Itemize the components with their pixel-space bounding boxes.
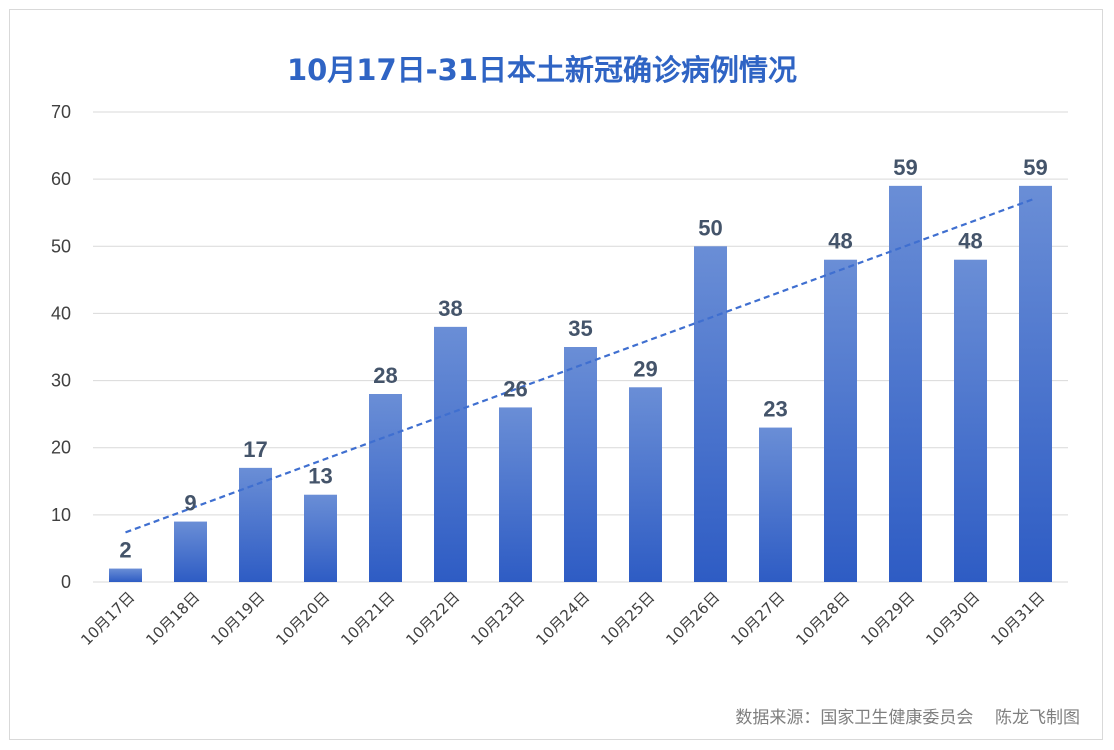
data-label: 48: [828, 229, 852, 254]
data-label: 48: [958, 229, 982, 254]
trendline: [125, 197, 1036, 534]
x-tick-label: 10月25日: [597, 588, 658, 649]
data-label: 2: [119, 538, 131, 563]
x-tick-label: 10月26日: [662, 588, 723, 649]
x-tick-label: 10月31日: [987, 588, 1048, 649]
bar: [564, 347, 597, 582]
bar: [369, 394, 402, 582]
x-tick-label: 10月28日: [792, 588, 853, 649]
x-tick-label: 10月18日: [142, 588, 203, 649]
data-label: 13: [308, 464, 332, 489]
source-note: 数据来源：国家卫生健康委员会 陈龙飞制图: [735, 708, 1080, 728]
bar: [109, 568, 142, 582]
bar: [629, 387, 662, 582]
x-tick-label: 10月23日: [467, 588, 528, 649]
x-tick-label: 10月29日: [857, 588, 918, 649]
y-tick-label: 20: [51, 438, 71, 458]
x-tick-label: 10月20日: [272, 588, 333, 649]
x-tick-label: 10月24日: [532, 588, 593, 649]
data-label: 59: [893, 155, 917, 180]
y-tick-label: 40: [51, 303, 71, 323]
bar: [889, 185, 922, 582]
y-tick-label: 60: [51, 169, 71, 189]
bar: [694, 246, 727, 583]
data-label: 29: [633, 356, 657, 381]
data-label: 50: [698, 215, 722, 240]
bar: [759, 427, 792, 582]
data-label: 17: [243, 437, 267, 462]
bar: [304, 494, 337, 582]
x-tick-label: 10月19日: [207, 588, 268, 649]
bar: [174, 521, 207, 582]
x-tick-label: 10月21日: [337, 588, 398, 649]
x-tick-label: 10月27日: [727, 588, 788, 649]
bar: [1019, 185, 1052, 582]
data-label: 35: [568, 316, 592, 341]
data-label: 26: [503, 376, 527, 401]
y-tick-label: 30: [51, 371, 71, 391]
trendline-layer: [125, 197, 1036, 534]
x-tick-label: 10月22日: [402, 588, 463, 649]
data-label: 23: [763, 397, 787, 422]
y-axis-tick-labels: 0 10 20 30 40 50 60 70: [51, 102, 71, 592]
data-label: 9: [184, 491, 196, 516]
y-tick-label: 10: [51, 505, 71, 525]
data-label: 38: [438, 296, 462, 321]
bar: [434, 326, 467, 582]
y-tick-label: 0: [61, 572, 71, 592]
bars: [109, 185, 1052, 583]
bar: [499, 407, 532, 582]
x-tick-label: 10月30日: [922, 588, 983, 649]
chart-title: 10月17日-31日本土新冠确诊病例情况: [287, 53, 797, 87]
y-tick-label: 50: [51, 236, 71, 256]
bar: [954, 259, 987, 582]
data-label: 59: [1023, 155, 1047, 180]
bar: [239, 467, 272, 582]
x-tick-label: 10月17日: [77, 588, 138, 649]
bar: [824, 259, 857, 582]
x-axis-tick-labels: 10月17日 10月18日 10月19日 10月20日 10月21日 10月22日 10月2…: [77, 588, 1048, 649]
y-tick-label: 70: [51, 102, 71, 122]
data-label: 28: [373, 363, 397, 388]
